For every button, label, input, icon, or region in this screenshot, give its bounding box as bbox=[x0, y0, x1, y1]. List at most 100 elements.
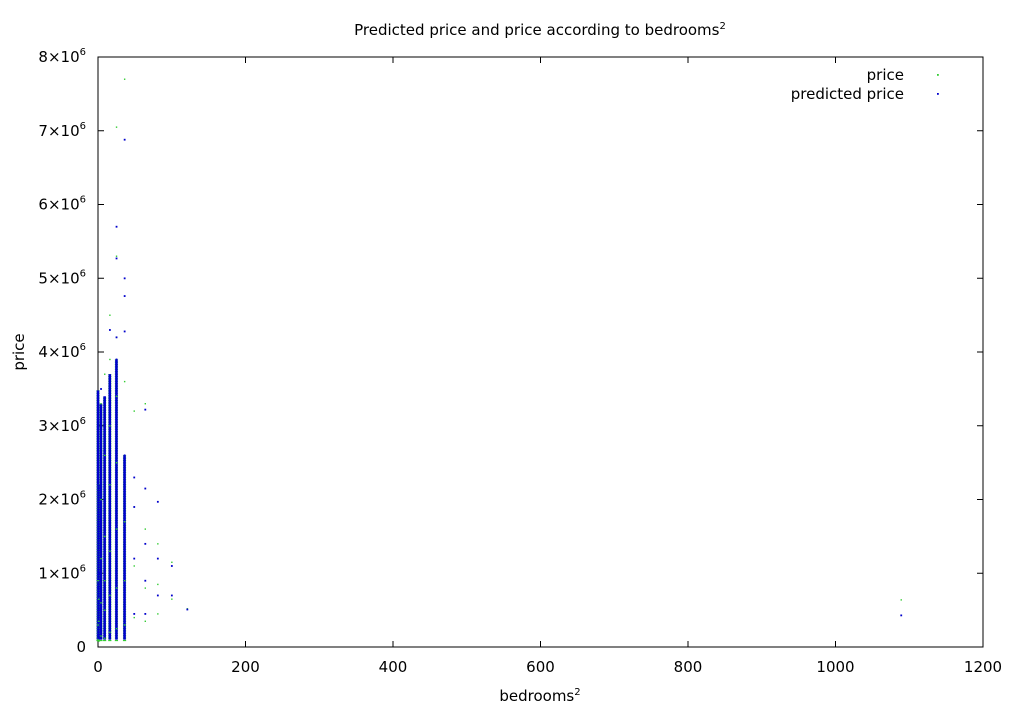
price-point-38 bbox=[133, 616, 135, 619]
x-tick-label: 400 bbox=[379, 658, 408, 676]
predicted-point-15 bbox=[103, 520, 106, 523]
predicted-point-3 bbox=[97, 637, 100, 640]
price-point-3 bbox=[98, 640, 100, 642]
predicted-point-49 bbox=[144, 487, 147, 490]
predicted-point-6 bbox=[100, 631, 102, 634]
predicted-point-8 bbox=[100, 542, 102, 545]
predicted-point-44 bbox=[133, 506, 136, 508]
price-point-39 bbox=[133, 565, 135, 567]
predicted-point-40 bbox=[123, 277, 126, 280]
predicted-point-55 bbox=[170, 565, 173, 567]
price-point-5 bbox=[98, 598, 100, 600]
predicted-point-13 bbox=[103, 601, 106, 604]
price-point-25 bbox=[115, 587, 118, 589]
predicted-point-42 bbox=[133, 613, 136, 615]
price-point-12 bbox=[104, 609, 106, 611]
x-tick-label: 1000 bbox=[816, 658, 854, 676]
predicted-point-48 bbox=[144, 542, 147, 545]
price-point-9 bbox=[100, 498, 102, 501]
predicted-point-34 bbox=[123, 620, 126, 623]
price-point-1 bbox=[97, 624, 99, 626]
predicted-point-27 bbox=[115, 506, 118, 508]
price-point-44 bbox=[144, 528, 146, 530]
price-point-50 bbox=[171, 561, 173, 563]
x-tick-label: 800 bbox=[674, 658, 703, 676]
predicted-point-11 bbox=[100, 388, 102, 390]
predicted-point-2 bbox=[97, 587, 99, 589]
predicted-point-18 bbox=[109, 627, 111, 630]
data-points bbox=[96, 78, 903, 642]
y-tick-label: 1×106 bbox=[38, 563, 86, 582]
predicted-point-36 bbox=[123, 513, 126, 516]
x-tick-label: 600 bbox=[526, 658, 555, 676]
predicted-point-25 bbox=[115, 624, 118, 626]
price-point-20 bbox=[109, 484, 111, 486]
predicted-point-35 bbox=[123, 572, 126, 575]
predicted-point-0 bbox=[97, 635, 99, 637]
price-point-22 bbox=[109, 358, 111, 361]
x-tick-label: 1200 bbox=[964, 658, 1002, 676]
y-tick-label: 5×106 bbox=[38, 268, 86, 287]
price-point-7 bbox=[100, 602, 102, 604]
predicted-point-53 bbox=[156, 500, 159, 503]
y-tick-label: 2×106 bbox=[38, 490, 86, 509]
predicted-point-39 bbox=[123, 295, 126, 297]
predicted-point-32 bbox=[115, 257, 118, 260]
predicted-point-17 bbox=[103, 424, 106, 427]
predicted-point-57 bbox=[900, 614, 903, 617]
price-point-49 bbox=[171, 598, 173, 600]
predicted-point-14 bbox=[103, 565, 106, 567]
price-point-2 bbox=[97, 580, 99, 582]
price-point-43 bbox=[144, 587, 146, 589]
predicted-point-52 bbox=[156, 557, 159, 560]
predicted-point-10 bbox=[100, 424, 102, 427]
plot-border bbox=[97, 56, 984, 648]
predicted-point-21 bbox=[109, 469, 111, 471]
predicted-point-19 bbox=[109, 579, 111, 582]
predicted-point-54 bbox=[170, 594, 173, 597]
price-point-32 bbox=[123, 624, 126, 626]
predicted-point-47 bbox=[144, 579, 147, 582]
predicted-point-45 bbox=[133, 476, 136, 479]
predicted-point-28 bbox=[115, 439, 118, 442]
price-point-15 bbox=[104, 454, 106, 457]
x-tick-label: 200 bbox=[231, 658, 260, 676]
predicted-point-33 bbox=[115, 225, 118, 228]
price-point-11 bbox=[104, 637, 106, 639]
price-point-6 bbox=[100, 635, 102, 637]
y-tick-label: 0 bbox=[76, 638, 86, 656]
predicted-point-23 bbox=[109, 380, 111, 383]
predicted-point-20 bbox=[109, 528, 111, 530]
price-point-19 bbox=[109, 550, 111, 552]
predicted-point-31 bbox=[115, 336, 118, 339]
predicted-point-50 bbox=[144, 408, 147, 411]
y-tick-label: 7×106 bbox=[38, 121, 86, 140]
predicted-point-22 bbox=[109, 410, 111, 412]
price-point-45 bbox=[144, 403, 146, 405]
price-point-34 bbox=[123, 521, 126, 523]
price-point-21 bbox=[109, 425, 111, 427]
predicted-point-9 bbox=[100, 491, 102, 494]
predicted-point-38 bbox=[123, 330, 126, 333]
y-tick-label: 8×106 bbox=[38, 47, 86, 66]
predicted-point-7 bbox=[100, 594, 102, 597]
price-point-4 bbox=[98, 620, 100, 622]
predicted-point-12 bbox=[103, 632, 106, 635]
legend-marker-1 bbox=[937, 93, 939, 95]
price-point-26 bbox=[115, 528, 118, 530]
x-axis-label: bedrooms2 bbox=[499, 687, 580, 705]
legend-label-1: predicted price bbox=[791, 85, 904, 103]
price-point-31 bbox=[115, 126, 118, 128]
y-tick-label: 6×106 bbox=[38, 195, 86, 214]
predicted-point-5 bbox=[97, 572, 100, 575]
price-point-14 bbox=[104, 535, 106, 538]
predicted-point-16 bbox=[103, 476, 106, 479]
y-tick-label: 4×106 bbox=[38, 342, 86, 361]
legend-marker-0 bbox=[937, 74, 939, 76]
predicted-point-29 bbox=[115, 388, 118, 390]
price-point-0 bbox=[97, 639, 99, 641]
legend-label-0: price bbox=[867, 66, 904, 84]
predicted-point-37 bbox=[123, 454, 126, 457]
